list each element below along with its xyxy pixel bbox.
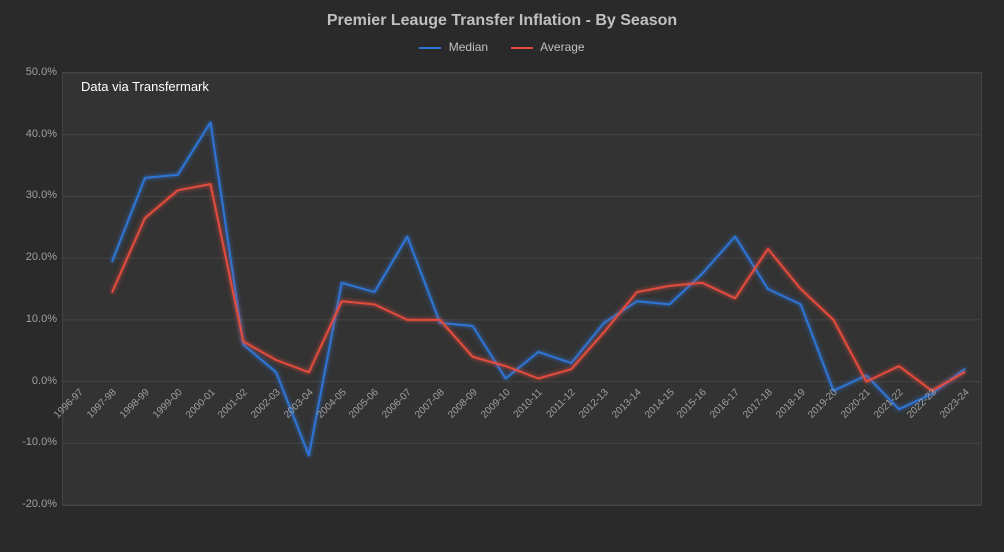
y-tick-label: -20.0% [12, 498, 57, 510]
y-tick-label: 10.0% [12, 313, 57, 325]
y-tick-label: 40.0% [12, 128, 57, 140]
series-line-median [112, 122, 964, 455]
series-line-average [112, 184, 964, 391]
plot-area: Data via Transfermark [62, 72, 982, 506]
chart-title: Premier Leauge Transfer Inflation - By S… [0, 12, 1004, 30]
y-tick-label: 50.0% [12, 66, 57, 78]
legend-item-average: Average [511, 40, 584, 54]
legend-item-median: Median [419, 40, 488, 54]
legend-label-average: Average [540, 40, 584, 54]
y-tick-label: -10.0% [12, 436, 57, 448]
y-tick-label: 30.0% [12, 189, 57, 201]
chart-legend: Median Average [0, 40, 1004, 54]
legend-swatch-median [419, 47, 441, 49]
legend-label-median: Median [449, 40, 488, 54]
legend-swatch-average [511, 47, 533, 49]
chart-svg [63, 73, 981, 505]
chart-container: Premier Leauge Transfer Inflation - By S… [0, 0, 1004, 552]
y-tick-label: 20.0% [12, 251, 57, 263]
y-tick-label: 0.0% [12, 375, 57, 387]
